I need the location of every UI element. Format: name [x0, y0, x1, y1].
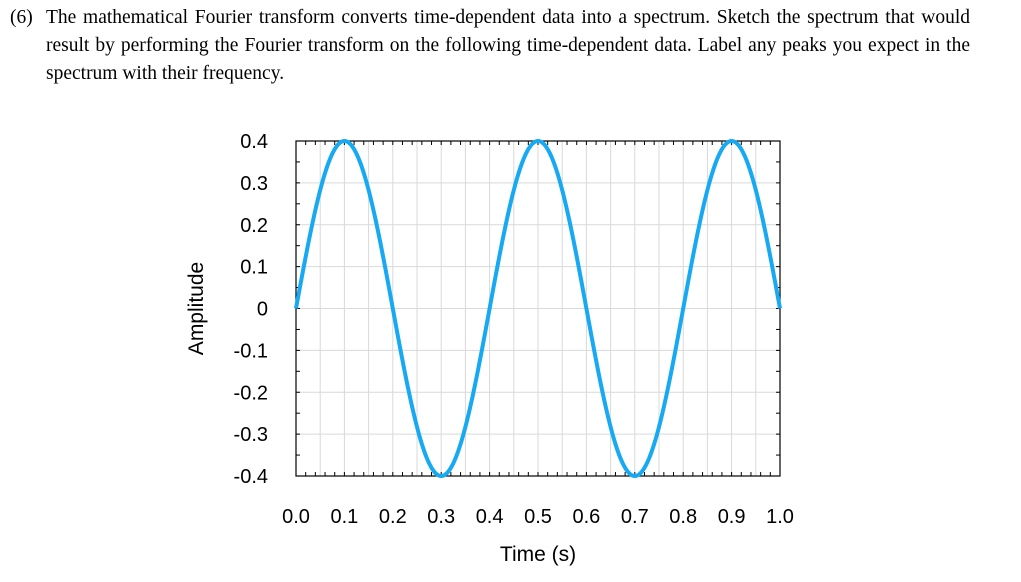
x-tick-label: 0.6 — [572, 506, 600, 528]
x-tick-label: 0.8 — [669, 506, 697, 528]
x-tick-label: 0.1 — [330, 506, 358, 528]
x-axis-label: Time (s) — [500, 543, 576, 566]
y-axis-label: Amplitude — [185, 262, 208, 355]
y-tick-label: 0.4 — [240, 131, 268, 153]
series-line — [294, 139, 782, 478]
x-tick-label: 0.5 — [524, 506, 552, 528]
question-text: The mathematical Fourier transform conve… — [46, 7, 970, 84]
question-block: (6) The mathematical Fourier transform c… — [10, 4, 970, 88]
y-tick-label: -0.3 — [234, 424, 268, 446]
y-tick-label: -0.1 — [234, 340, 268, 362]
x-tick-label: 0.9 — [718, 506, 746, 528]
x-tick-label: 0.2 — [379, 506, 407, 528]
question-number: (6) — [10, 7, 33, 28]
x-tick-labels: 0.0 0.1 0.2 0.3 0.4 0.5 0.6 0.7 0.8 0.9 1.0 — [282, 506, 794, 528]
y-tick-label: 0.1 — [240, 257, 268, 279]
x-tick-label: 0.0 — [282, 506, 310, 528]
y-tick-label: -0.4 — [234, 466, 268, 488]
y-tick-label: -0.2 — [234, 382, 268, 404]
y-tick-label: 0.2 — [240, 215, 268, 237]
y-tick-label: 0 — [257, 299, 268, 321]
x-tick-label: 1.0 — [766, 506, 794, 528]
x-tick-label: 0.3 — [427, 506, 455, 528]
y-tick-labels: 0.4 0.3 0.2 0.1 0 -0.1 -0.2 -0.3 -0.4 — [234, 131, 268, 488]
x-tick-label: 0.4 — [476, 506, 504, 528]
x-tick-label: 0.7 — [621, 506, 649, 528]
y-tick-label: 0.3 — [240, 173, 268, 195]
